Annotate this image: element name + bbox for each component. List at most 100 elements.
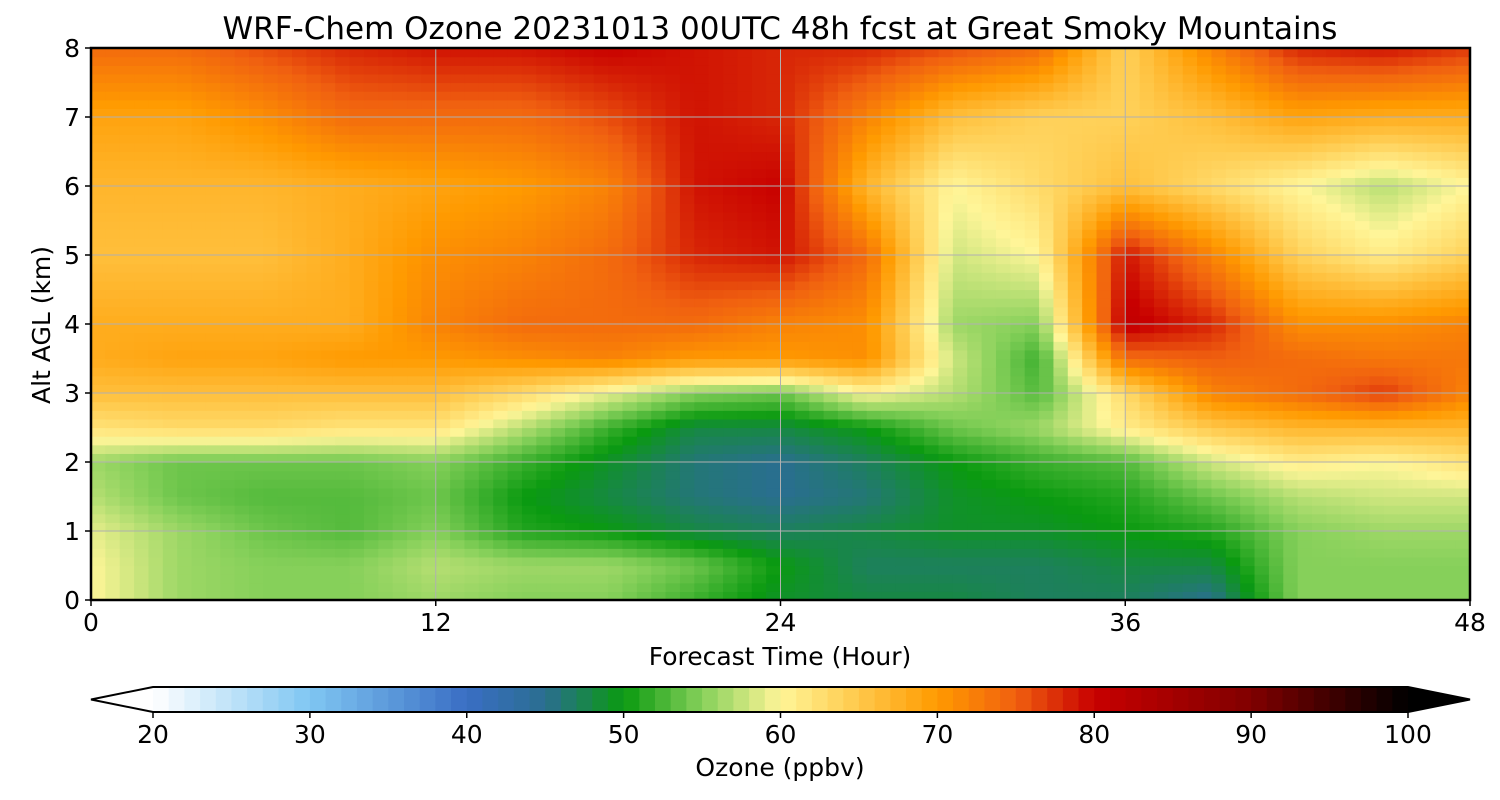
ozone-cell [967,444,983,454]
ozone-cell [1211,341,1227,351]
ozone-cell [378,151,394,161]
ozone-cell [593,298,609,308]
ozone-cell [392,556,408,567]
ozone-cell [134,263,150,273]
ozone-cell [1182,298,1198,308]
ozone-cell [837,367,853,377]
ozone-cell [249,574,264,584]
ozone-cell [435,375,451,385]
ozone-cell [809,229,825,239]
ozone-cell [277,418,293,429]
ozone-cell [1168,220,1184,230]
ozone-cell [378,332,394,342]
ozone-cell [1139,513,1155,523]
ozone-cell [995,246,1011,256]
ozone-cell [134,393,150,403]
ozone-cell [550,418,566,429]
ozone-cell [1383,496,1399,506]
ozone-cell [277,470,293,480]
ozone-cell [1326,211,1342,222]
ozone-cell [277,186,293,196]
ozone-cell [162,289,178,299]
ozone-cell [995,591,1011,601]
ozone-cell [421,531,437,541]
ozone-cell [1326,324,1342,334]
ozone-cell [809,582,825,592]
ozone-cell [938,298,954,308]
ozone-cell [952,315,968,325]
ozone-cell [320,229,336,239]
ozone-cell [536,358,552,368]
ozone-cell [134,470,150,480]
ozone-cell [105,401,121,411]
ozone-cell [507,393,523,403]
ozone-cell [536,246,552,256]
ozone-cell [967,332,983,342]
ozone-cell [909,220,925,230]
ozone-cell [1067,211,1083,222]
ozone-cell [450,565,466,575]
ozone-cell [1369,280,1385,291]
ozone-cell [306,367,322,377]
ozone-cell [981,263,997,273]
ozone-cell [392,237,408,247]
ozone-cell [1125,505,1141,515]
ozone-cell [1110,306,1126,316]
ozone-cell [277,531,293,541]
ozone-cell [694,393,710,403]
ozone-cell [1211,539,1227,549]
ozone-cell [191,574,207,584]
ozone-cell [335,220,351,230]
ozone-cell [335,410,351,420]
ozone-cell [1340,306,1356,316]
ozone-cell [794,229,810,239]
ozone-cell [407,444,422,454]
ozone-cell [852,168,868,178]
ozone-cell [1254,289,1270,299]
ozone-cell [1082,177,1098,187]
ozone-cell [565,220,580,230]
ozone-cell [751,444,767,454]
ozone-cell [608,565,624,575]
ozone-cell [550,237,566,247]
ozone-cell [1024,177,1040,187]
ozone-cell [1455,229,1471,239]
ozone-cell [205,418,221,429]
ozone-cell [1383,479,1399,489]
ozone-cell [1340,470,1356,480]
ozone-cell [938,539,954,549]
ozone-cell [794,211,810,222]
ozone-cell [1225,418,1241,429]
ozone-cell [191,289,207,299]
ozone-cell [952,220,968,230]
ozone-cell [1311,548,1327,558]
ozone-cell [579,194,595,204]
ozone-cell [1426,548,1442,558]
ozone-cell [249,393,264,403]
ozone-cell [837,263,853,273]
ozone-cell [1369,160,1385,170]
ozone-cell [550,384,566,394]
ozone-cell [1441,211,1457,222]
ozone-cell [493,358,509,368]
ozone-cell [981,341,997,351]
ozone-cell [407,582,422,592]
ozone-cell [723,384,738,394]
ozone-cell [823,177,839,187]
ozone-cell [1125,393,1141,403]
ozone-cell [780,393,796,403]
ozone-cell [1297,255,1313,265]
ozone-cell [1283,574,1299,584]
ozone-cell [421,246,437,256]
ozone-cell [220,194,236,204]
ozone-cell [866,255,882,265]
ozone-cell [464,341,480,351]
ozone-cell [277,229,293,239]
ozone-cell [751,410,767,420]
ozone-cell [1153,582,1169,592]
ozone-cell [565,393,580,403]
ozone-cell [1297,591,1313,601]
ozone-cell [1197,289,1213,299]
ozone-cell [464,393,480,403]
ozone-cell [852,186,868,196]
